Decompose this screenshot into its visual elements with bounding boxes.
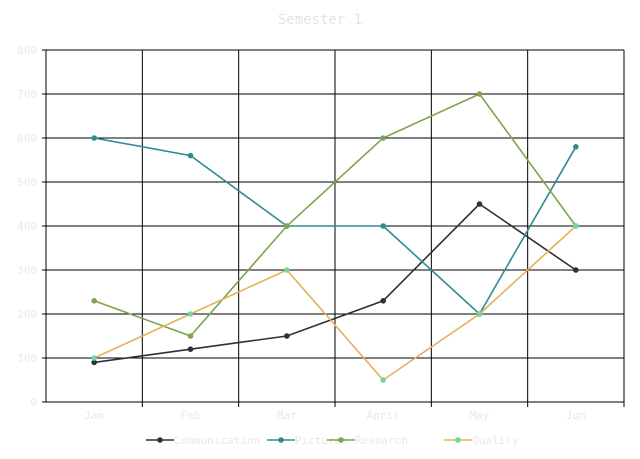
x-tick-label: Feb — [181, 409, 201, 422]
data-point — [187, 346, 194, 353]
y-tick-label: 100 — [17, 352, 37, 365]
y-tick-label: 800 — [17, 44, 37, 57]
legend-swatch-marker — [338, 437, 344, 443]
y-tick-label: 400 — [17, 220, 37, 233]
legend-item: Communication — [146, 434, 260, 447]
data-point — [91, 298, 97, 304]
data-point — [187, 333, 194, 339]
series-line — [94, 137, 577, 316]
legend: Communication Pictures Research Quality — [146, 434, 519, 447]
legend-swatch-marker — [455, 437, 461, 443]
x-tick-label: May — [470, 409, 490, 422]
series-line — [93, 225, 577, 382]
data-point — [187, 152, 194, 159]
data-point — [573, 144, 579, 150]
x-tick-label: Jan — [84, 409, 104, 422]
grid — [42, 49, 625, 407]
data-point — [284, 333, 290, 339]
data-point — [187, 311, 194, 317]
series-communication — [91, 201, 579, 366]
y-tick-label: 0 — [30, 396, 37, 409]
series-quality — [91, 223, 579, 383]
data-point — [476, 201, 483, 207]
legend-label: Quality — [472, 434, 519, 447]
x-tick-label: April — [367, 409, 400, 422]
data-point — [91, 135, 97, 141]
legend-swatch-marker — [278, 437, 284, 443]
data-point — [380, 377, 386, 383]
data-point — [476, 311, 483, 317]
legend-label: Pictures — [295, 434, 348, 447]
legend-label: Communication — [174, 434, 260, 447]
series-layer — [91, 91, 579, 383]
data-point — [284, 267, 290, 273]
y-tick-label: 300 — [17, 264, 37, 277]
chart-title: Semester 1 — [278, 12, 362, 28]
legend-swatch-marker — [157, 437, 163, 443]
y-tick-label: 700 — [17, 88, 37, 101]
legend-item: Quality — [444, 434, 519, 447]
y-tick-label: 500 — [17, 176, 37, 189]
data-point — [380, 298, 386, 304]
data-point — [380, 135, 386, 141]
data-point — [573, 223, 579, 229]
y-axis-ticks: 0 100 200 300 400 500 600 700 800 — [17, 44, 37, 409]
legend-label: Research — [355, 434, 408, 447]
x-tick-label: Jun — [566, 409, 586, 422]
data-point — [476, 91, 483, 97]
y-tick-label: 200 — [17, 308, 37, 321]
data-point — [91, 355, 97, 361]
x-axis-ticks: Jan Feb Mar April May Jun — [84, 409, 586, 422]
legend-item: Research — [327, 434, 408, 447]
x-tick-label: Mar — [277, 409, 297, 422]
legend-item: Pictures — [267, 434, 348, 447]
y-tick-label: 600 — [17, 132, 37, 145]
data-point — [380, 223, 386, 229]
series-line — [93, 93, 577, 337]
data-point — [573, 267, 579, 273]
series-line — [94, 202, 577, 364]
data-point — [284, 223, 290, 229]
data-point — [91, 359, 97, 366]
